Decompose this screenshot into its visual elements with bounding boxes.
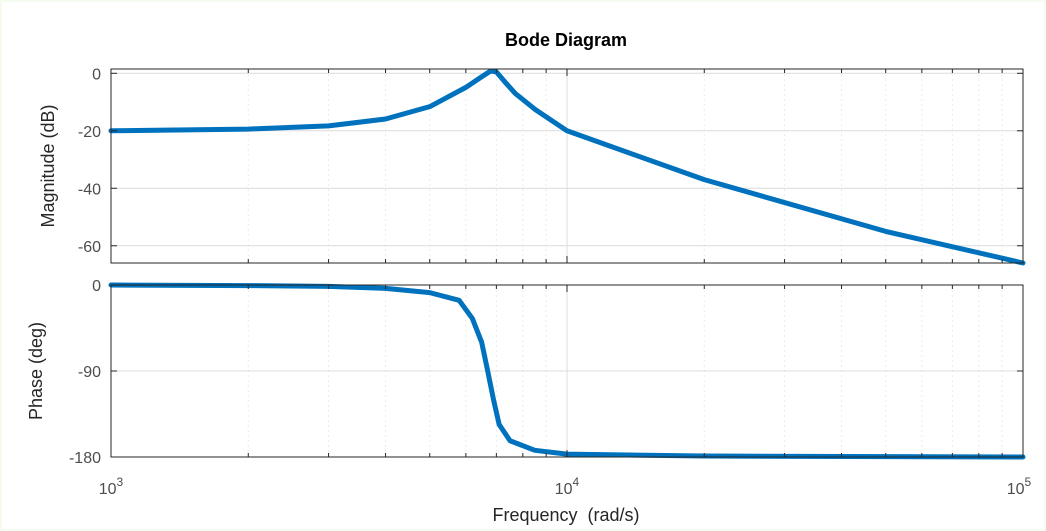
magnitude-ylabel: Magnitude (dB)	[38, 104, 58, 227]
phase-curve	[108, 282, 1026, 460]
magnitude-curve-group	[108, 68, 1026, 266]
phase-ticks: 0 -90 -180	[69, 278, 1024, 467]
y-tick-label: -60	[78, 239, 101, 256]
y-tick-label: -40	[78, 181, 101, 198]
x-tick-label: 104	[555, 475, 580, 498]
phase-grid	[111, 284, 1023, 458]
magnitude-grid	[111, 69, 1023, 263]
chart-title: Bode Diagram	[505, 30, 627, 50]
y-tick-label: 0	[92, 278, 101, 295]
y-tick-label: -20	[78, 124, 101, 141]
phase-panel: 0 -90 -180 Phase (deg)	[26, 278, 1026, 467]
magnitude-ticks: 0 -20 -40 -60	[78, 66, 1024, 263]
y-tick-label: 0	[92, 66, 101, 83]
x-tick-labels: 103 104 105	[99, 475, 1032, 498]
x-axis-label: Frequency (rad/s)	[492, 505, 639, 525]
x-tick-label: 103	[99, 475, 124, 498]
y-tick-label: -90	[78, 364, 101, 381]
phase-curve-group	[108, 282, 1026, 460]
phase-ylabel: Phase (deg)	[26, 322, 46, 420]
x-tick-label: 105	[1007, 475, 1032, 498]
magnitude-panel: 0 -20 -40 -60 Magnitude (dB)	[38, 66, 1026, 266]
y-tick-label: -180	[69, 450, 101, 467]
magnitude-curve	[108, 68, 1026, 266]
